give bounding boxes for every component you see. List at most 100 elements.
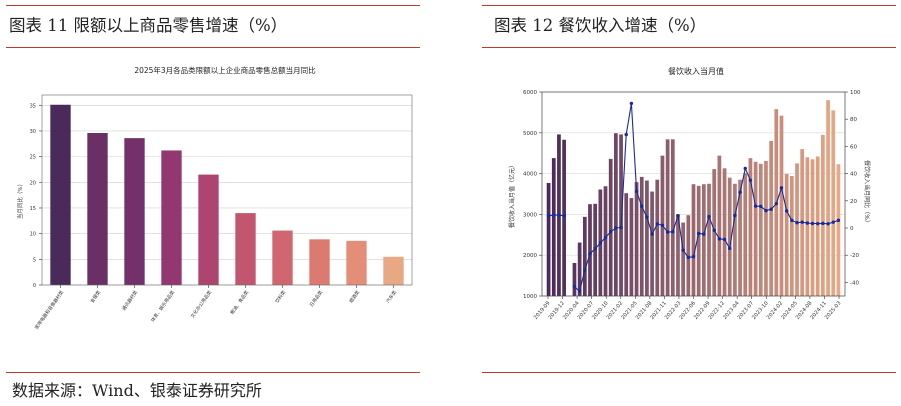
y-tick-label: 2000: [523, 253, 537, 259]
y2-axis-label: 餐饮收入当月同比（%）: [863, 160, 871, 226]
growth-point: [717, 237, 722, 241]
data-source: 数据来源：Wind、银泰证券研究所: [12, 381, 262, 400]
y-tick-label: 25: [30, 155, 36, 161]
bar: [795, 163, 799, 296]
x-tick-label: 烟酒类: [347, 289, 361, 305]
bar: [670, 139, 675, 296]
growth-point: [603, 235, 608, 240]
bar: [836, 164, 841, 296]
growth-point: [671, 230, 675, 234]
bar: [815, 156, 820, 296]
bar: [821, 134, 825, 296]
growth-point: [805, 221, 810, 225]
bar: [779, 115, 784, 296]
growth-point: [629, 101, 634, 106]
y2-tick-label: 80: [850, 117, 857, 123]
y-tick-label: 5000: [523, 131, 537, 137]
growth-point: [733, 213, 737, 218]
bar: [650, 191, 654, 296]
growth-point: [583, 268, 587, 272]
growth-point: [691, 254, 696, 259]
y2-tick-label: 20: [850, 199, 857, 205]
bar: [810, 159, 815, 296]
growth-point: [562, 214, 566, 218]
y2-tick-label: 0: [850, 226, 854, 232]
growth-point: [764, 208, 768, 213]
x-tick-label: 汽车类: [384, 289, 398, 305]
y-tick-label: 5: [33, 257, 36, 263]
left-title-rule: [6, 47, 420, 48]
growth-point: [769, 207, 773, 211]
growth-point: [702, 232, 706, 236]
growth-point: [598, 241, 603, 245]
left-top-rule: [6, 5, 420, 6]
bar: [831, 110, 836, 296]
y-axis-label: 当月同比（%）: [16, 181, 24, 219]
bar: [655, 179, 660, 296]
growth-point: [712, 228, 716, 233]
growth-point: [572, 284, 577, 289]
bar: [701, 184, 706, 296]
growth-point: [784, 209, 789, 213]
growth-point: [774, 201, 779, 206]
bar: [722, 168, 727, 296]
growth-point: [831, 220, 835, 224]
bar: [588, 204, 592, 296]
bar: [769, 140, 773, 296]
y-axis-label: 餐饮收入当月值（亿元）: [508, 162, 516, 228]
right-title-rule: [482, 47, 896, 48]
bar: [624, 193, 629, 296]
left-bottom-rule: [6, 372, 420, 373]
growth-point: [826, 222, 830, 226]
y-tick-label: 20: [30, 180, 36, 186]
growth-point: [593, 246, 597, 251]
bar: [608, 158, 613, 296]
bar: [235, 213, 256, 285]
growth-point: [759, 204, 763, 209]
growth-point: [557, 213, 561, 217]
x-tick-label: 家用电器和音像器材类: [33, 289, 65, 331]
right-bottom-rule: [482, 372, 896, 373]
bar: [551, 158, 556, 296]
plot-frame: [41, 94, 413, 286]
growth-point: [681, 248, 685, 253]
x-tick-label: 饮料类: [273, 289, 287, 305]
y-tick-label: 30: [30, 129, 36, 135]
chart-title: 餐饮收入当月值: [668, 66, 724, 76]
bar: [309, 239, 330, 285]
x-tick-label: 粮油、食品类: [229, 289, 251, 316]
growth-point: [821, 221, 825, 226]
bar: [614, 133, 618, 296]
bar: [733, 183, 737, 296]
growth-point: [795, 220, 799, 225]
growth-point: [816, 221, 820, 226]
bar: [727, 177, 732, 296]
y-tick-label: 10: [30, 232, 36, 238]
x-tick-label: 体育、娱乐用品类: [149, 289, 176, 323]
growth-point: [686, 255, 691, 260]
y2-tick-label: -40: [850, 280, 859, 286]
growth-point: [546, 214, 551, 218]
y-tick-label: 0: [33, 283, 36, 289]
bar: [789, 176, 794, 296]
bar: [758, 163, 763, 296]
growth-point: [577, 289, 582, 294]
chart-title: 2025年3月各品类限额以上企业商品零售总额当月同比: [134, 65, 316, 75]
bar: [707, 183, 711, 296]
bar: [562, 139, 566, 296]
growth-line: [548, 103, 839, 293]
y2-tick-label: 100: [850, 90, 861, 96]
bar: [665, 139, 670, 296]
catering-revenue-chart: 餐饮收入当月值 餐饮收入当月值（亿元） 餐饮收入当月同比（%） 100 0 2000…: [508, 66, 871, 321]
growth-point: [728, 246, 732, 251]
bar: [784, 174, 789, 296]
y2-tick-label: 40: [850, 172, 857, 178]
left-figure-title: 图表 11 限额以上商品零售增速（%）: [9, 16, 288, 35]
growth-point: [608, 230, 613, 234]
growth-point: [588, 252, 592, 256]
bar: [764, 160, 768, 296]
y-tick-label: 35: [30, 103, 36, 109]
growth-point: [748, 178, 753, 182]
growth-point: [810, 221, 815, 226]
bar: [826, 100, 830, 296]
